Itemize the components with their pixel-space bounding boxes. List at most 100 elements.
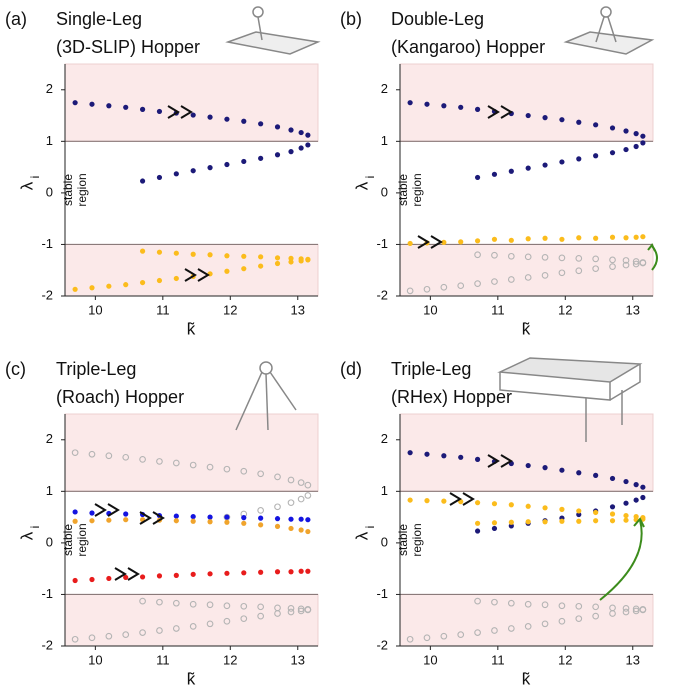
- point: [275, 516, 280, 521]
- point: [542, 162, 547, 167]
- point: [224, 515, 229, 520]
- point: [207, 515, 212, 520]
- point: [207, 115, 212, 120]
- panel-title: Triple-Leg: [391, 359, 471, 379]
- x-tick-label: 13: [291, 302, 305, 317]
- point: [299, 517, 304, 522]
- point: [623, 128, 628, 133]
- panel-label: (d): [340, 359, 362, 379]
- point: [224, 520, 229, 525]
- region-label-line: region: [75, 523, 89, 556]
- point: [458, 105, 463, 110]
- point: [288, 569, 293, 574]
- point: [241, 119, 246, 124]
- point: [288, 526, 293, 531]
- point: [123, 517, 128, 522]
- point: [526, 166, 531, 171]
- point: [207, 571, 212, 576]
- point: [458, 455, 463, 460]
- point: [559, 237, 564, 242]
- point: [224, 571, 229, 576]
- point: [241, 521, 246, 526]
- point: [73, 287, 78, 292]
- point: [191, 519, 196, 524]
- point: [89, 577, 94, 582]
- point: [275, 152, 280, 157]
- open-point: [288, 500, 294, 506]
- y-tick-label: 1: [381, 133, 388, 148]
- point: [640, 495, 645, 500]
- panel-d: (d)Triple-Leg(RHex) Hopperstable-2-10121…: [340, 359, 653, 689]
- point: [593, 153, 598, 158]
- y-tick-label: -1: [41, 586, 53, 601]
- point: [593, 518, 598, 523]
- point: [258, 570, 263, 575]
- point: [299, 258, 304, 263]
- point: [241, 515, 246, 520]
- point: [305, 257, 310, 262]
- point: [140, 178, 145, 183]
- point: [640, 134, 645, 139]
- point: [305, 569, 310, 574]
- y-tick-label: 0: [46, 184, 53, 199]
- point: [258, 516, 263, 521]
- point: [275, 261, 280, 266]
- x-axis-label: k̃: [522, 319, 531, 338]
- point: [73, 100, 78, 105]
- x-tick-label: 12: [558, 652, 572, 667]
- point: [559, 468, 564, 473]
- point: [106, 518, 111, 523]
- point: [559, 117, 564, 122]
- point: [241, 570, 246, 575]
- x-tick-label: 10: [423, 302, 437, 317]
- point: [492, 172, 497, 177]
- y-tick-label: -1: [376, 236, 388, 251]
- panel-c: (c)Triple-Leg(Roach) Hopperstable-2-1012…: [5, 359, 318, 689]
- region-label: stableregion: [61, 173, 89, 206]
- region-label-line: region: [410, 173, 424, 206]
- point: [305, 517, 310, 522]
- point: [174, 518, 179, 523]
- point: [475, 528, 480, 533]
- point: [441, 103, 446, 108]
- unstable-band: [400, 414, 653, 491]
- point: [559, 507, 564, 512]
- point: [140, 107, 145, 112]
- open-point: [298, 496, 304, 502]
- figure: (a)Single-Leg(3D-SLIP) Hopperunstable-2-…: [0, 0, 673, 692]
- point: [475, 500, 480, 505]
- point: [542, 115, 547, 120]
- point: [593, 510, 598, 515]
- open-point: [258, 508, 264, 514]
- point: [509, 169, 514, 174]
- panel-title: Single-Leg: [56, 9, 142, 29]
- x-axis-label: k̃: [522, 669, 531, 688]
- point: [275, 255, 280, 260]
- point: [191, 252, 196, 257]
- point: [475, 521, 480, 526]
- region-label-line: region: [410, 523, 424, 556]
- point: [224, 253, 229, 258]
- point: [191, 112, 196, 117]
- y-tick-label: -1: [41, 236, 53, 251]
- point: [140, 574, 145, 579]
- panel-title: (RHex) Hopper: [391, 387, 512, 407]
- point: [191, 514, 196, 519]
- x-tick-label: 11: [491, 652, 505, 667]
- point: [408, 100, 413, 105]
- y-axis-label-sub: i: [28, 176, 42, 179]
- point: [258, 263, 263, 268]
- y-axis-label: λ: [352, 181, 371, 190]
- point: [106, 284, 111, 289]
- point: [89, 518, 94, 523]
- y-axis-label: λ: [17, 531, 36, 540]
- x-tick-label: 13: [626, 302, 640, 317]
- panel-label: (b): [340, 9, 362, 29]
- point: [174, 251, 179, 256]
- point: [288, 517, 293, 522]
- point: [224, 162, 229, 167]
- point: [207, 519, 212, 524]
- point: [241, 254, 246, 259]
- point: [634, 131, 639, 136]
- point: [576, 519, 581, 524]
